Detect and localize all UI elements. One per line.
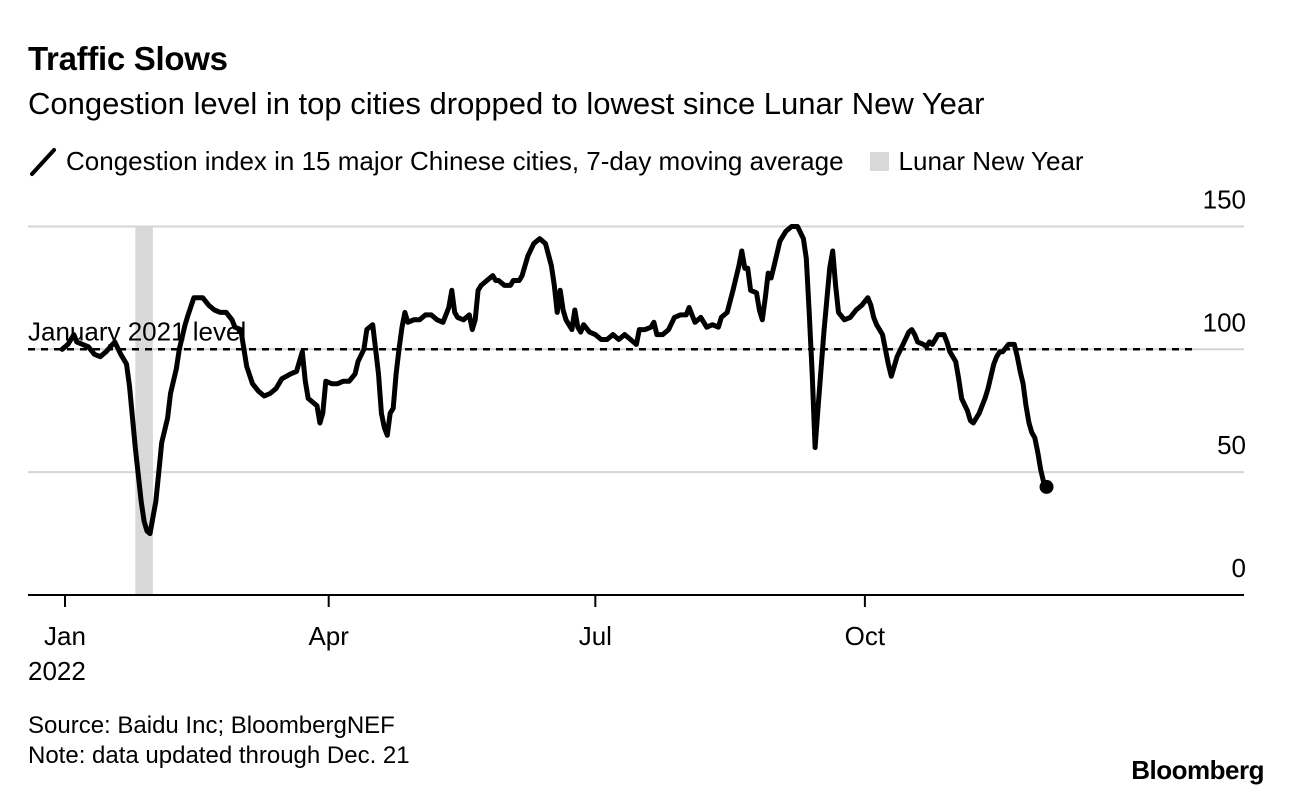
band-legend-icon [869,152,889,171]
congestion-series-line [59,224,1050,537]
chart-title: Traffic Slows [28,40,228,77]
x-tick-label-oct: Oct [845,621,886,651]
legend-band-label: Lunar New Year [898,146,1084,176]
y-tick-label-150: 150 [1203,184,1246,214]
x-tick-label-jul: Jul [579,621,612,651]
x-tick-sublabel-year: 2022 [28,656,86,686]
chart-subtitle: Congestion level in top cities dropped t… [28,86,985,121]
y-tick-label-50: 50 [1217,430,1246,460]
data-note: Note: data updated through Dec. 21 [28,742,410,769]
legend: Congestion index in 15 major Chinese cit… [28,146,1084,177]
y-tick-label-100: 100 [1203,307,1246,337]
x-tick-label-jan: Jan [44,621,86,651]
source-note: Source: Baidu Inc; BloombergNEF [28,712,395,739]
end-point-marker [1039,479,1054,494]
lunar-new-year-band [135,226,153,595]
legend-series-label: Congestion index in 15 major Chinese cit… [66,146,844,176]
reference-line-label: January 2021 level [28,316,246,346]
x-tick-label-apr: Apr [308,621,349,651]
line-legend-icon [30,147,56,176]
bloomberg-logo: Bloomberg [1131,755,1264,785]
y-tick-label-0: 0 [1232,553,1246,583]
